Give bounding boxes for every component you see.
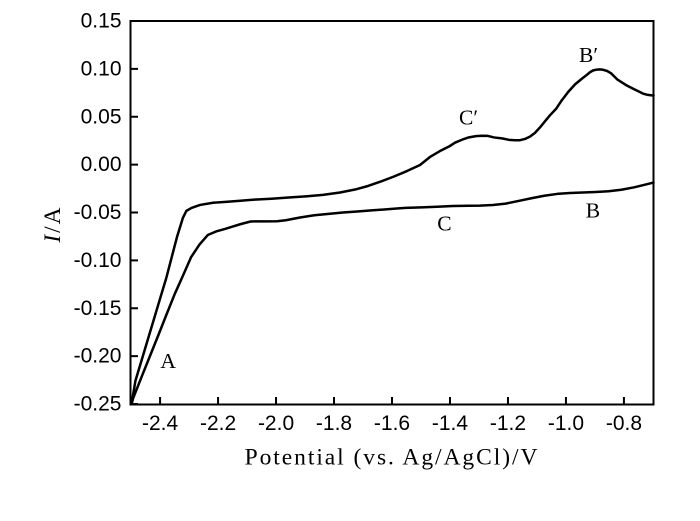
cv-curve-return-scan [130, 68, 655, 405]
x-tick-label: -1.0 [548, 412, 584, 435]
x-axis-title: Potential (vs. Ag/AgCl)/V [245, 445, 540, 471]
y-tick-label: 0.00 [81, 153, 122, 176]
y-tick-label: -0.10 [74, 249, 122, 272]
y-tick-label: -0.25 [74, 393, 122, 416]
x-tick-label: -1.2 [490, 412, 526, 435]
cv-curve-forward-scan [130, 181, 655, 405]
y-axis-unit: /A [40, 205, 66, 232]
y-axis-title: I/A [40, 205, 66, 243]
peak-label-3: C′ [459, 106, 478, 130]
y-tick-label: -0.20 [74, 345, 122, 368]
y-axis-symbol: I [40, 233, 66, 244]
y-tick-label: -0.15 [74, 297, 122, 320]
y-tick-label: 0.15 [81, 10, 122, 33]
peak-label-0: A [160, 349, 176, 373]
x-tick-label: -0.8 [606, 412, 642, 435]
x-tick-label: -2.2 [200, 412, 236, 435]
plot-frame [129, 20, 655, 406]
x-tick-label: -1.8 [316, 412, 352, 435]
axis-ticks: -2.4 -2.2 -2.0 -1.8 -1.6 -1.4 -1.2 -1.0 -0.8 0.15… [74, 10, 642, 436]
x-tick-label: -2.4 [142, 412, 179, 435]
y-tick-label: 0.05 [81, 105, 122, 128]
y-tick-label: 0.10 [81, 57, 122, 80]
peak-label-4: B′ [579, 43, 598, 67]
peak-label-2: B [586, 199, 600, 223]
x-tick-label: -1.6 [374, 412, 410, 435]
x-tick-label: -1.4 [432, 412, 469, 435]
x-tick-label: -2.0 [258, 412, 294, 435]
y-tick-label: -0.05 [74, 201, 122, 224]
peak-label-1: C [437, 212, 451, 236]
